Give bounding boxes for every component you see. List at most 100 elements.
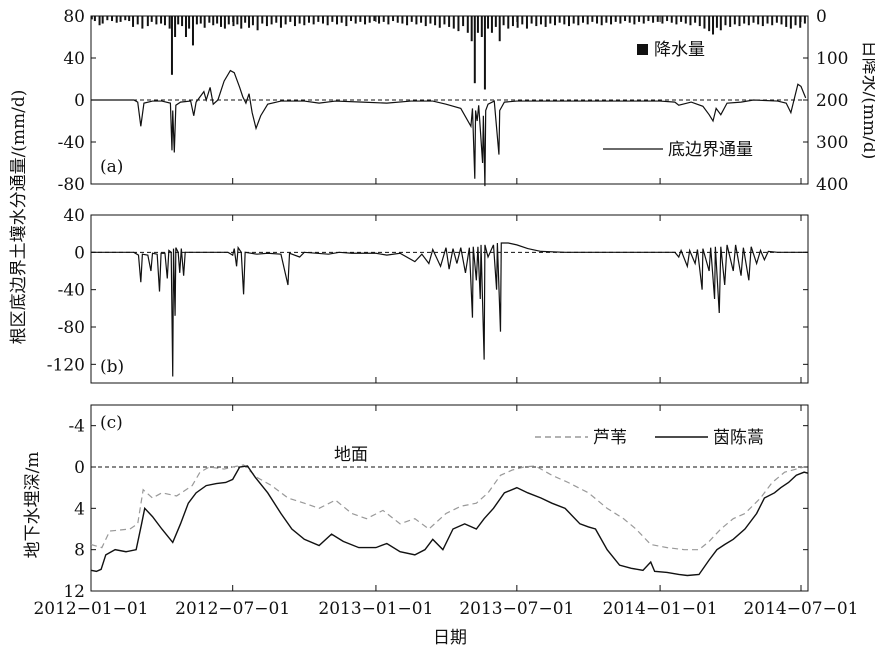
panel-c-ytick-label-0: -4 bbox=[68, 417, 85, 437]
precip-bar-85 bbox=[462, 16, 465, 27]
precip-bar-159 bbox=[794, 16, 797, 26]
panel-c-y-axis-label: 地下水埋深/m bbox=[23, 452, 43, 559]
precip-bar-130 bbox=[661, 16, 664, 24]
precip-bar-146 bbox=[733, 16, 736, 25]
precip-bar-40 bbox=[251, 16, 254, 26]
precip-bar-115 bbox=[591, 16, 594, 22]
precip-bar-90 bbox=[480, 16, 483, 37]
precip-bar-84 bbox=[457, 16, 460, 32]
x-axis-label: 日期 bbox=[433, 628, 467, 648]
precip-bar-67 bbox=[378, 16, 381, 24]
precip-bar-101 bbox=[525, 16, 528, 29]
precip-bar-134 bbox=[680, 16, 683, 22]
precip-bar-72 bbox=[401, 16, 404, 24]
panel-c-ytick-label-2: 4 bbox=[74, 499, 85, 519]
precip-bar-17 bbox=[163, 16, 166, 26]
precip-bar-129 bbox=[656, 16, 659, 22]
precip-bar-44 bbox=[270, 16, 273, 25]
precip-bar-38 bbox=[244, 16, 247, 23]
precip-bar-155 bbox=[775, 16, 778, 23]
precip-bar-102 bbox=[530, 16, 533, 24]
precip-bar-7 bbox=[119, 16, 122, 22]
precip-bar-151 bbox=[757, 16, 760, 25]
precip-bar-125 bbox=[638, 16, 641, 22]
precip-bar-0 bbox=[90, 16, 93, 20]
panel-b-flux-line bbox=[91, 242, 808, 377]
panel-b-ytick-label-0: 40 bbox=[63, 206, 85, 226]
x-tick-label-4: 2014−01−01 bbox=[603, 599, 718, 619]
precip-bar-64 bbox=[364, 16, 367, 25]
precip-bar-55 bbox=[321, 16, 324, 24]
precip-bar-91 bbox=[483, 16, 486, 90]
precip-bar-132 bbox=[670, 16, 673, 23]
precip-bar-75 bbox=[415, 16, 418, 25]
precip-bar-35 bbox=[232, 16, 235, 27]
precip-bar-112 bbox=[577, 16, 580, 26]
precip-bar-140 bbox=[708, 16, 711, 32]
precip-bar-152 bbox=[761, 16, 764, 27]
precip-bar-19 bbox=[170, 16, 173, 75]
precip-bar-106 bbox=[549, 16, 552, 24]
precip-bar-83 bbox=[452, 16, 455, 29]
precip-bar-87 bbox=[470, 16, 473, 42]
precip-bar-49 bbox=[293, 16, 296, 27]
panel-c-label: (c) bbox=[100, 413, 123, 433]
precip-bar-100 bbox=[521, 16, 524, 25]
precip-bar-50 bbox=[298, 16, 301, 24]
precip-bar-6 bbox=[115, 16, 118, 23]
precip-bar-22 bbox=[181, 16, 184, 27]
precip-bar-82 bbox=[448, 16, 451, 27]
precip-bar-103 bbox=[535, 16, 538, 27]
precip-bar-11 bbox=[136, 16, 139, 25]
panel-b: 40 0 -40 -80 -120 (b) bbox=[47, 206, 809, 384]
precip-bar-34 bbox=[227, 16, 230, 25]
precip-bar-76 bbox=[420, 16, 423, 23]
precip-bar-63 bbox=[359, 16, 362, 22]
precip-bar-12 bbox=[141, 16, 144, 29]
series-reed-line bbox=[90, 464, 805, 551]
panel-b-ytick-label-2: -40 bbox=[58, 281, 85, 301]
precip-bar-62 bbox=[354, 16, 357, 24]
x-tick-label-2: 2013−01−01 bbox=[318, 599, 433, 619]
precip-bar-157 bbox=[785, 16, 788, 27]
panel-c-ytick-label-4: 12 bbox=[63, 582, 85, 602]
series-artemisia-line bbox=[90, 465, 809, 577]
precip-bar-20 bbox=[174, 16, 177, 37]
panel-b-ytick-label-3: -80 bbox=[58, 318, 85, 338]
precip-bar-74 bbox=[410, 16, 413, 22]
precip-bar-95 bbox=[498, 16, 501, 42]
precip-bar-3 bbox=[101, 16, 104, 24]
precip-bar-47 bbox=[284, 16, 287, 25]
precip-bar-33 bbox=[223, 16, 226, 29]
precip-bar-111 bbox=[572, 16, 575, 24]
precip-bar-53 bbox=[312, 16, 315, 25]
precip-bar-18 bbox=[168, 16, 171, 29]
precip-bar-37 bbox=[240, 16, 243, 29]
panel-a-right-axis-label: 日降水/(mm/d) bbox=[859, 41, 875, 160]
precip-bar-124 bbox=[633, 16, 636, 25]
precip-bar-147 bbox=[738, 16, 741, 27]
precip-bar-70 bbox=[392, 16, 395, 22]
panel-c-frame bbox=[90, 404, 809, 592]
precip-bar-8 bbox=[124, 16, 127, 21]
precip-bar-68 bbox=[382, 16, 385, 22]
precip-bar-88 bbox=[473, 16, 476, 84]
precip-bar-145 bbox=[729, 16, 732, 27]
panel-a-ytick-label-1: 40 bbox=[63, 49, 85, 69]
precip-bar-27 bbox=[199, 16, 202, 24]
precip-bar-97 bbox=[507, 16, 510, 29]
precip-bar-45 bbox=[275, 16, 278, 23]
precip-bar-28 bbox=[203, 16, 206, 28]
precip-bar-131 bbox=[666, 16, 669, 22]
precip-bar-120 bbox=[614, 16, 617, 22]
precip-bar-148 bbox=[743, 16, 746, 24]
precip-bar-158 bbox=[789, 16, 792, 29]
panel-a-y2tick-label-0: 0 bbox=[816, 7, 827, 27]
precip-bar-36 bbox=[236, 16, 239, 25]
precip-bar-136 bbox=[689, 16, 692, 26]
precip-bar-119 bbox=[610, 16, 613, 25]
precip-bar-69 bbox=[387, 16, 390, 25]
precip-bar-133 bbox=[675, 16, 678, 25]
precip-bar-89 bbox=[476, 16, 479, 33]
